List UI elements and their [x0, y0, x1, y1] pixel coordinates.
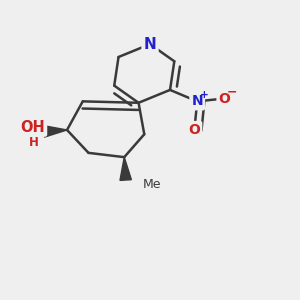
- Text: O: O: [188, 123, 200, 137]
- Polygon shape: [120, 157, 131, 180]
- Text: +: +: [200, 90, 209, 100]
- Polygon shape: [44, 126, 67, 137]
- Text: Me: Me: [143, 178, 161, 191]
- Text: −: −: [227, 86, 238, 99]
- Text: N: N: [144, 37, 156, 52]
- Text: OH: OH: [20, 120, 45, 135]
- Text: O: O: [218, 92, 230, 106]
- Text: N: N: [191, 94, 203, 108]
- Text: H: H: [29, 136, 39, 149]
